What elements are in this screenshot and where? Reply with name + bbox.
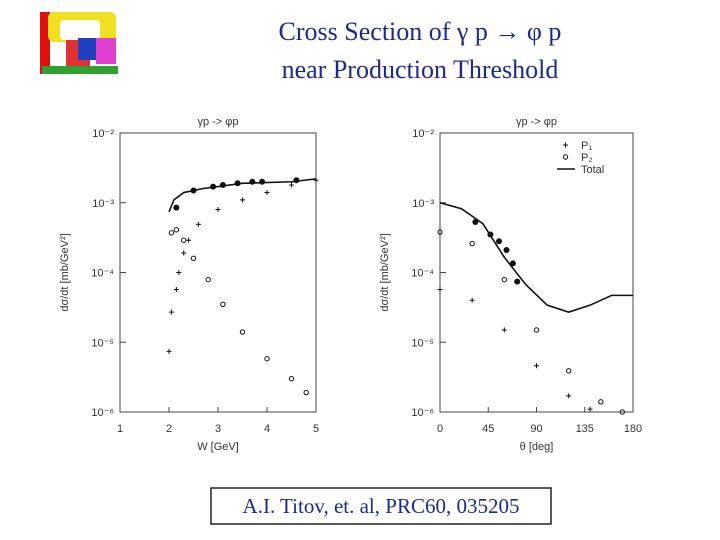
data-point bbox=[205, 276, 211, 283]
data-point bbox=[503, 247, 510, 254]
legend-swatch bbox=[562, 154, 569, 160]
data-point bbox=[566, 393, 572, 399]
legend-label: Total bbox=[581, 164, 604, 176]
data-point bbox=[534, 363, 539, 369]
data-point bbox=[168, 309, 174, 315]
y-tick-label: 10⁻⁵ bbox=[91, 337, 114, 349]
chart-title: γp -> φp bbox=[197, 116, 238, 128]
y-tick-label: 10⁻³ bbox=[92, 198, 114, 210]
data-point bbox=[234, 180, 241, 187]
data-point bbox=[487, 231, 494, 238]
citation: A.I. Titov, et. al, PRC60, 035205 bbox=[243, 494, 520, 518]
data-point bbox=[259, 178, 266, 185]
data-point bbox=[264, 356, 270, 362]
data-point bbox=[469, 240, 475, 247]
y-axis-label: dσ/dt [mb/GeV²] bbox=[59, 233, 71, 311]
legend-label: P₁ bbox=[581, 140, 592, 152]
y-tick-label: 10⁻⁴ bbox=[91, 268, 114, 280]
x-tick-label: 5 bbox=[313, 423, 319, 435]
data-point bbox=[173, 227, 180, 233]
data-point bbox=[289, 182, 294, 188]
y-tick-label: 10⁻⁶ bbox=[411, 407, 434, 419]
x-axis-label: W [GeV] bbox=[197, 441, 239, 453]
data-point bbox=[173, 204, 180, 211]
x-axis-label: θ [deg] bbox=[520, 441, 554, 453]
line bbox=[439, 201, 633, 314]
data-point bbox=[168, 230, 175, 236]
data-point bbox=[181, 250, 187, 256]
data-point bbox=[313, 177, 319, 183]
data-point bbox=[501, 276, 508, 283]
x-tick-label: 3 bbox=[215, 423, 221, 435]
slide-title: near Production Threshold bbox=[282, 55, 559, 84]
data-point bbox=[186, 237, 192, 243]
y-tick-label: 10⁻⁴ bbox=[411, 268, 434, 280]
data-point bbox=[195, 221, 201, 227]
x-tick-label: 45 bbox=[482, 423, 494, 435]
data-point bbox=[166, 348, 172, 354]
x-tick-label: 4 bbox=[264, 423, 270, 435]
y-tick-label: 10⁻³ bbox=[412, 198, 434, 210]
data-point bbox=[288, 376, 295, 382]
data-point bbox=[293, 177, 300, 184]
line bbox=[168, 178, 317, 213]
data-point bbox=[176, 270, 182, 275]
data-point bbox=[598, 399, 604, 405]
x-tick-label: 1 bbox=[117, 423, 123, 435]
data-point bbox=[215, 207, 221, 213]
legend-swatch bbox=[563, 142, 568, 148]
data-point bbox=[190, 187, 197, 194]
slide-title: Cross Section of γ p → φ p bbox=[279, 17, 562, 46]
data-point bbox=[264, 190, 270, 196]
x-tick-label: 180 bbox=[624, 423, 642, 435]
data-point bbox=[219, 181, 226, 188]
data-point bbox=[239, 329, 246, 335]
data-point bbox=[565, 368, 572, 374]
x-tick-label: 0 bbox=[437, 423, 443, 435]
data-point bbox=[181, 237, 187, 243]
x-tick-label: 135 bbox=[576, 423, 594, 435]
data-point bbox=[220, 301, 226, 308]
plot-frame bbox=[119, 132, 317, 413]
data-point bbox=[249, 178, 256, 185]
y-tick-label: 10⁻⁶ bbox=[91, 407, 114, 419]
citation-box bbox=[210, 487, 552, 525]
data-point bbox=[514, 278, 521, 285]
data-point bbox=[619, 409, 625, 415]
x-tick-label: 2 bbox=[166, 423, 172, 435]
data-point bbox=[190, 255, 197, 261]
data-point bbox=[495, 238, 502, 245]
data-point bbox=[210, 183, 217, 190]
data-point bbox=[303, 389, 309, 396]
data-point bbox=[501, 327, 507, 333]
y-axis-label: dσ/dt [mb/GeV²] bbox=[379, 233, 391, 311]
y-tick-label: 10⁻² bbox=[412, 128, 434, 140]
legend-label: P₂ bbox=[581, 152, 593, 164]
data-point bbox=[240, 197, 245, 203]
data-point bbox=[437, 287, 443, 293]
data-point bbox=[587, 406, 593, 412]
x-tick-label: 90 bbox=[530, 423, 542, 435]
data-point bbox=[533, 327, 540, 333]
data-point bbox=[173, 287, 179, 293]
y-tick-label: 10⁻² bbox=[92, 128, 114, 140]
y-tick-label: 10⁻⁵ bbox=[411, 337, 434, 349]
data-point bbox=[469, 297, 475, 303]
chart-title: γp -> φp bbox=[516, 116, 557, 128]
data-point bbox=[472, 218, 479, 225]
data-point bbox=[437, 229, 443, 235]
logo bbox=[40, 12, 118, 74]
data-point bbox=[509, 260, 516, 267]
